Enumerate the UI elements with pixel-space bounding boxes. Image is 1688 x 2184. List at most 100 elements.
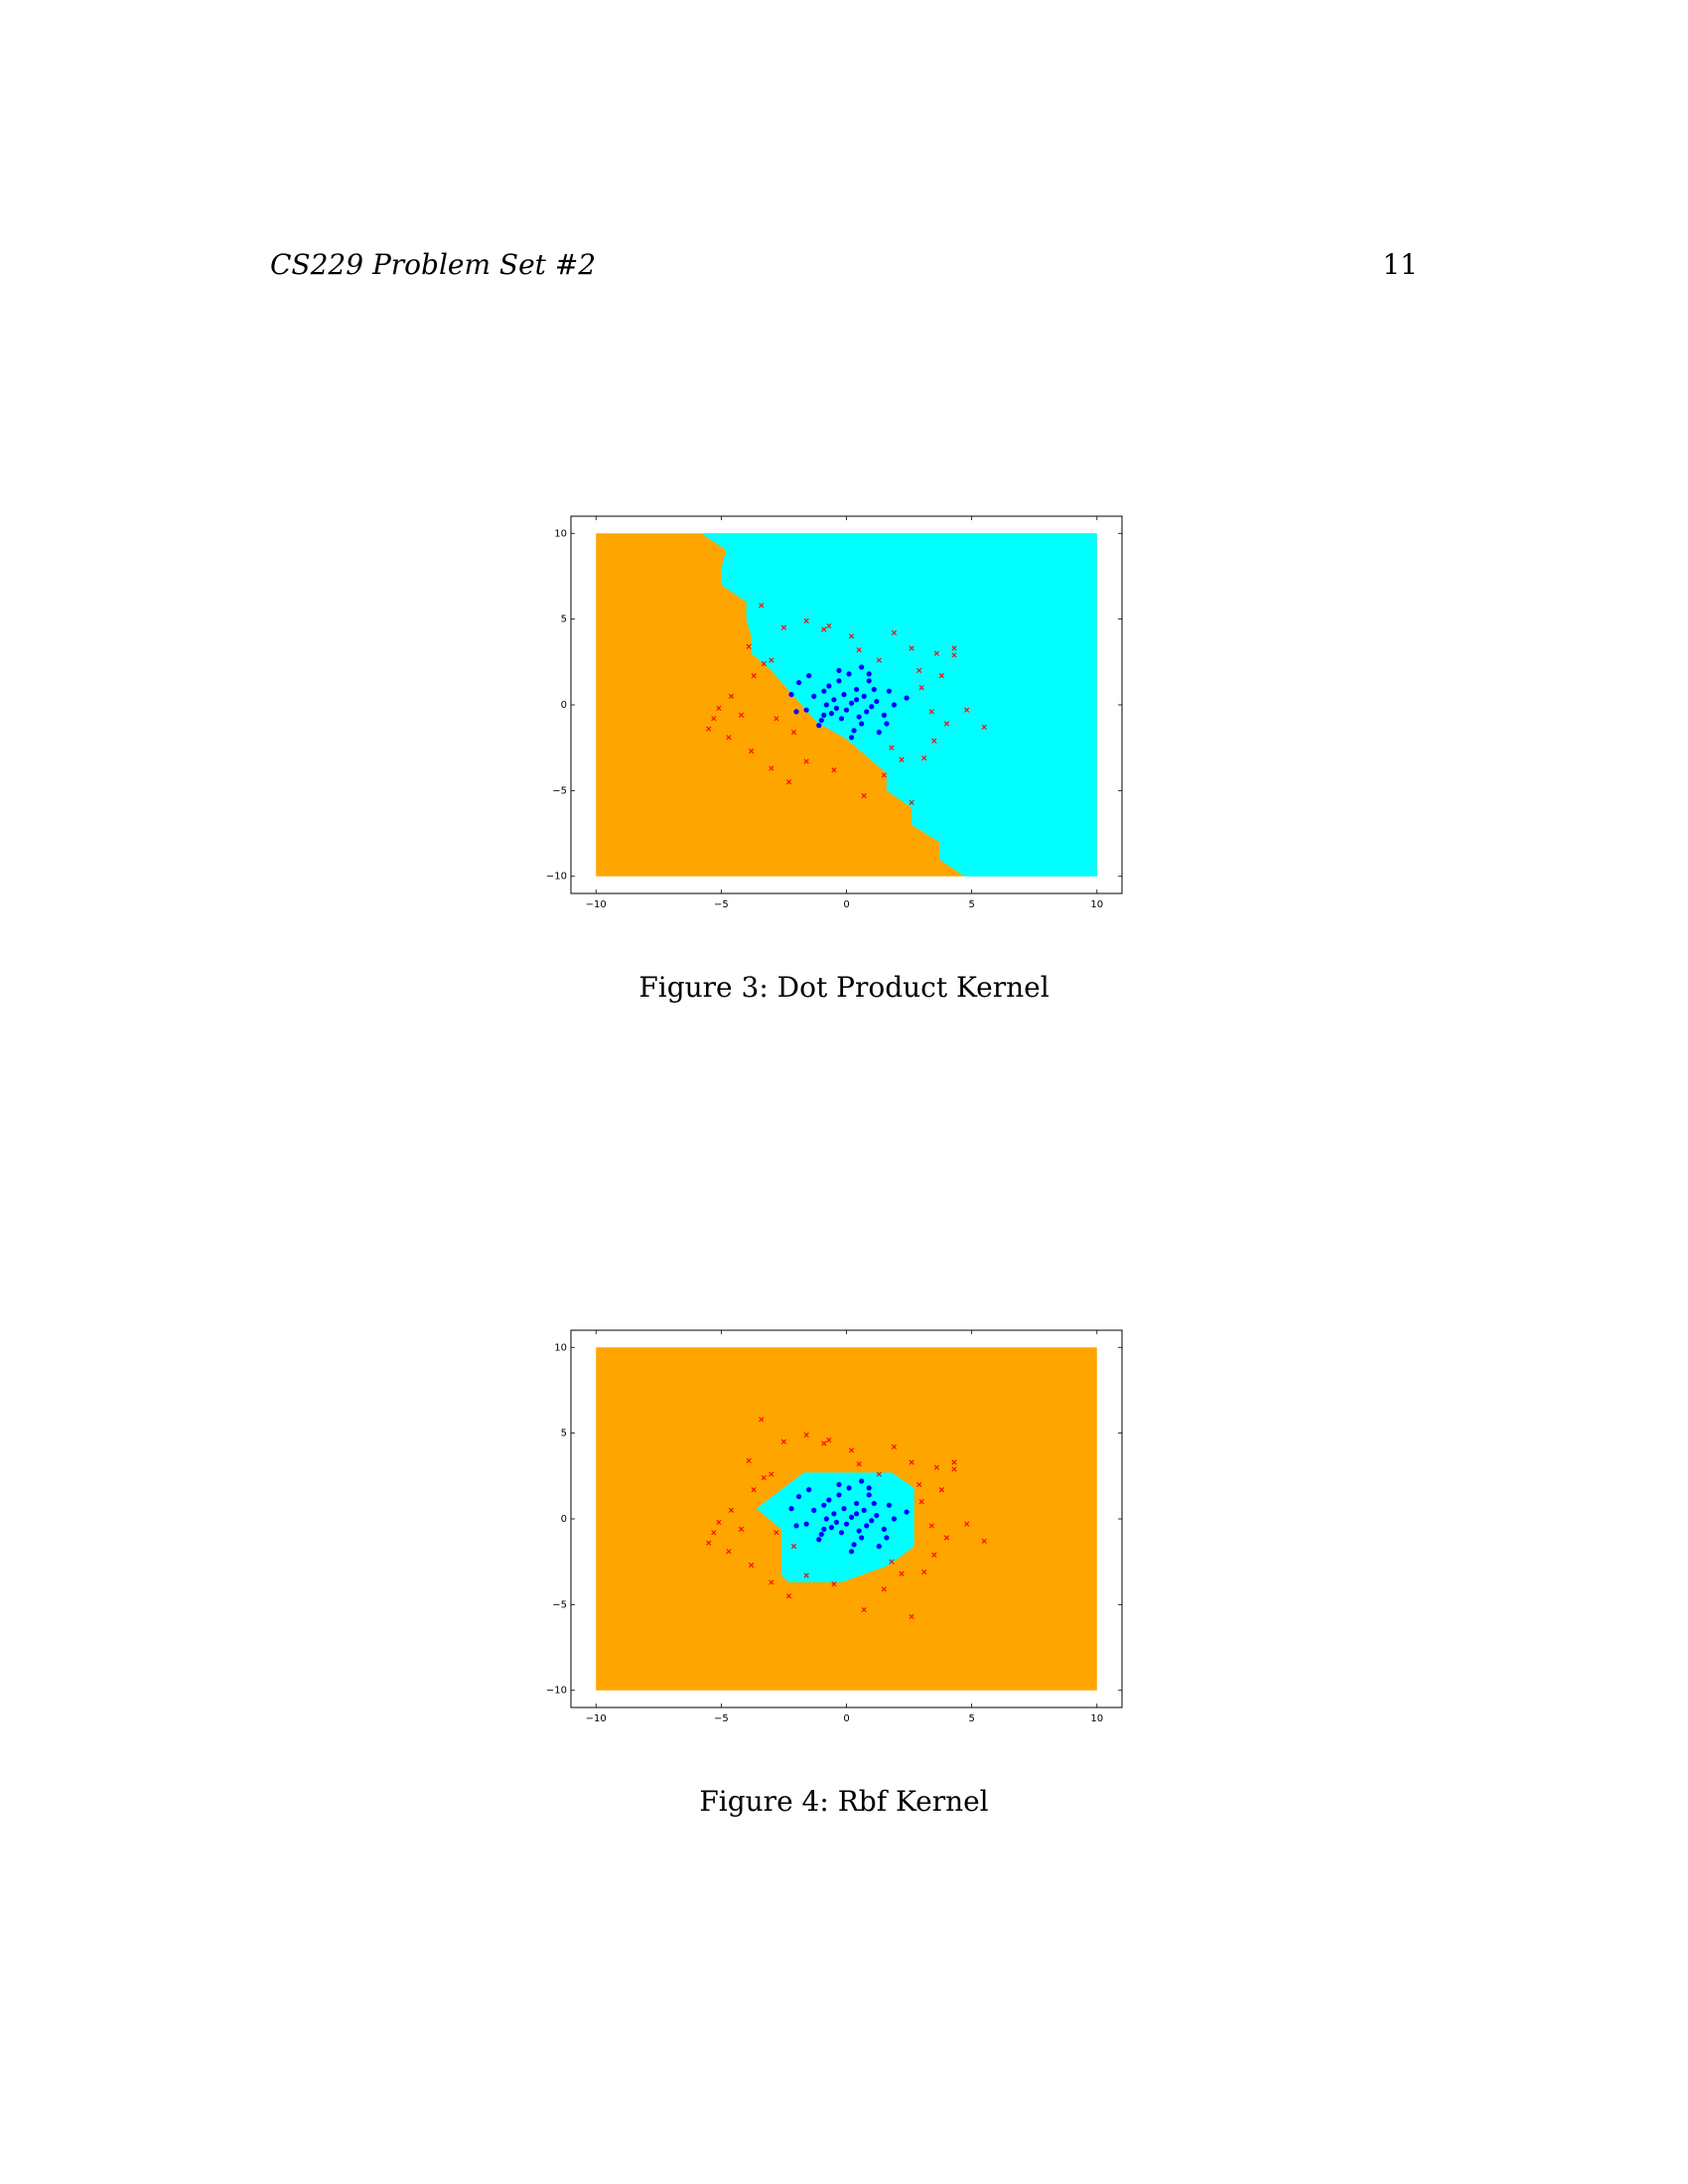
- figure-4: −10 −5 0 5 10 −10 −5 0 5 10: [536, 1320, 1152, 1737]
- x-point: [964, 707, 970, 713]
- circle-point: [881, 1526, 887, 1532]
- x-point-stroke: [761, 660, 767, 667]
- x-point: [706, 726, 712, 732]
- x-point: [899, 756, 905, 762]
- x-point-stroke: [889, 745, 895, 751]
- circle-point: [866, 671, 872, 677]
- x-point-stroke: [706, 1540, 712, 1546]
- circle-point: [848, 1514, 855, 1520]
- x-point-stroke: [728, 1507, 735, 1513]
- y-tick-label: 0: [561, 1514, 567, 1525]
- circle-point: [838, 716, 845, 722]
- circle-point: [821, 1502, 827, 1508]
- x-point: [726, 735, 732, 741]
- circle-point: [876, 1544, 882, 1550]
- x-point-stroke: [943, 721, 949, 727]
- circle-point: [818, 717, 824, 724]
- x-point-stroke: [831, 767, 837, 773]
- x-tick-label: −5: [714, 1713, 729, 1724]
- x-point: [938, 673, 944, 679]
- y-tick-label: −10: [546, 1686, 567, 1697]
- x-point: [931, 738, 937, 744]
- x-point: [785, 779, 792, 785]
- x-point-stroke: [821, 626, 827, 632]
- x-point: [790, 730, 797, 736]
- x-point-stroke: [943, 1535, 949, 1541]
- circle-point: [848, 1549, 855, 1555]
- x-point: [728, 693, 735, 699]
- x-point: [938, 1487, 944, 1493]
- circle-point: [803, 1521, 809, 1527]
- x-point-stroke: [726, 1549, 732, 1555]
- circle-point: [853, 686, 860, 693]
- figure-4-caption: Figure 4: Rbf Kernel: [699, 1785, 989, 1818]
- circle-point: [823, 1516, 829, 1522]
- circle-point: [891, 702, 898, 708]
- circle-point: [793, 709, 799, 715]
- circle-point: [846, 1485, 852, 1491]
- x-point-stroke: [769, 1579, 774, 1585]
- x-point-stroke: [785, 1593, 792, 1599]
- x-point-stroke: [909, 1459, 914, 1465]
- x-point: [951, 1466, 957, 1472]
- x-point-stroke: [711, 1530, 717, 1536]
- running-title: CS229 Problem Set #2: [270, 248, 597, 281]
- circle-point: [795, 679, 802, 686]
- circle-point: [886, 688, 892, 694]
- x-point-stroke: [891, 629, 898, 636]
- circle-point: [803, 707, 809, 713]
- x-point: [881, 1586, 887, 1592]
- x-point: [909, 1459, 914, 1465]
- circle-point: [833, 1519, 840, 1526]
- x-point: [921, 754, 927, 761]
- x-point: [943, 1535, 949, 1541]
- x-point: [726, 1549, 732, 1555]
- x-point: [918, 1499, 924, 1505]
- x-point: [881, 772, 887, 778]
- x-point-stroke: [876, 657, 882, 663]
- x-point: [981, 1538, 987, 1545]
- x-point-stroke: [769, 765, 774, 771]
- x-point-stroke: [848, 1447, 855, 1453]
- circle-point: [811, 1507, 817, 1513]
- x-point-stroke: [769, 1471, 774, 1477]
- x-point: [716, 1519, 722, 1526]
- circle-point: [856, 714, 862, 720]
- x-point-stroke: [769, 657, 774, 663]
- x-point: [790, 1544, 797, 1550]
- y-tick-label: 5: [561, 614, 567, 625]
- circle-point: [904, 1509, 910, 1515]
- x-tick-label: −10: [586, 899, 607, 910]
- x-point-stroke: [821, 1440, 827, 1446]
- y-tick-label: −5: [552, 1599, 567, 1610]
- x-point: [751, 1487, 757, 1493]
- x-point-stroke: [826, 622, 832, 629]
- x-point-stroke: [931, 1552, 937, 1558]
- circle-point: [843, 1521, 850, 1527]
- x-point-stroke: [826, 1436, 832, 1443]
- x-point: [769, 1471, 774, 1477]
- circle-point: [816, 723, 822, 729]
- x-point-stroke: [891, 1443, 898, 1450]
- x-point-stroke: [889, 1559, 895, 1565]
- x-point-stroke: [931, 738, 937, 744]
- x-point-stroke: [899, 1570, 905, 1576]
- x-point-stroke: [938, 1487, 944, 1493]
- x-point: [803, 758, 809, 764]
- x-point: [909, 645, 914, 651]
- x-point: [889, 1559, 895, 1565]
- circle-point: [851, 728, 857, 734]
- x-point: [746, 643, 752, 649]
- x-point-stroke: [716, 1519, 722, 1526]
- circle-point: [884, 1535, 890, 1541]
- x-point-stroke: [785, 779, 792, 785]
- circle-point: [864, 1523, 870, 1529]
- x-point: [803, 1432, 809, 1437]
- circle-point: [856, 1528, 862, 1534]
- circle-point: [874, 1512, 880, 1519]
- x-point-stroke: [861, 1606, 867, 1613]
- circle-point: [836, 678, 842, 684]
- x-point-stroke: [738, 1526, 745, 1532]
- circle-point: [859, 721, 865, 727]
- x-point: [876, 1471, 882, 1477]
